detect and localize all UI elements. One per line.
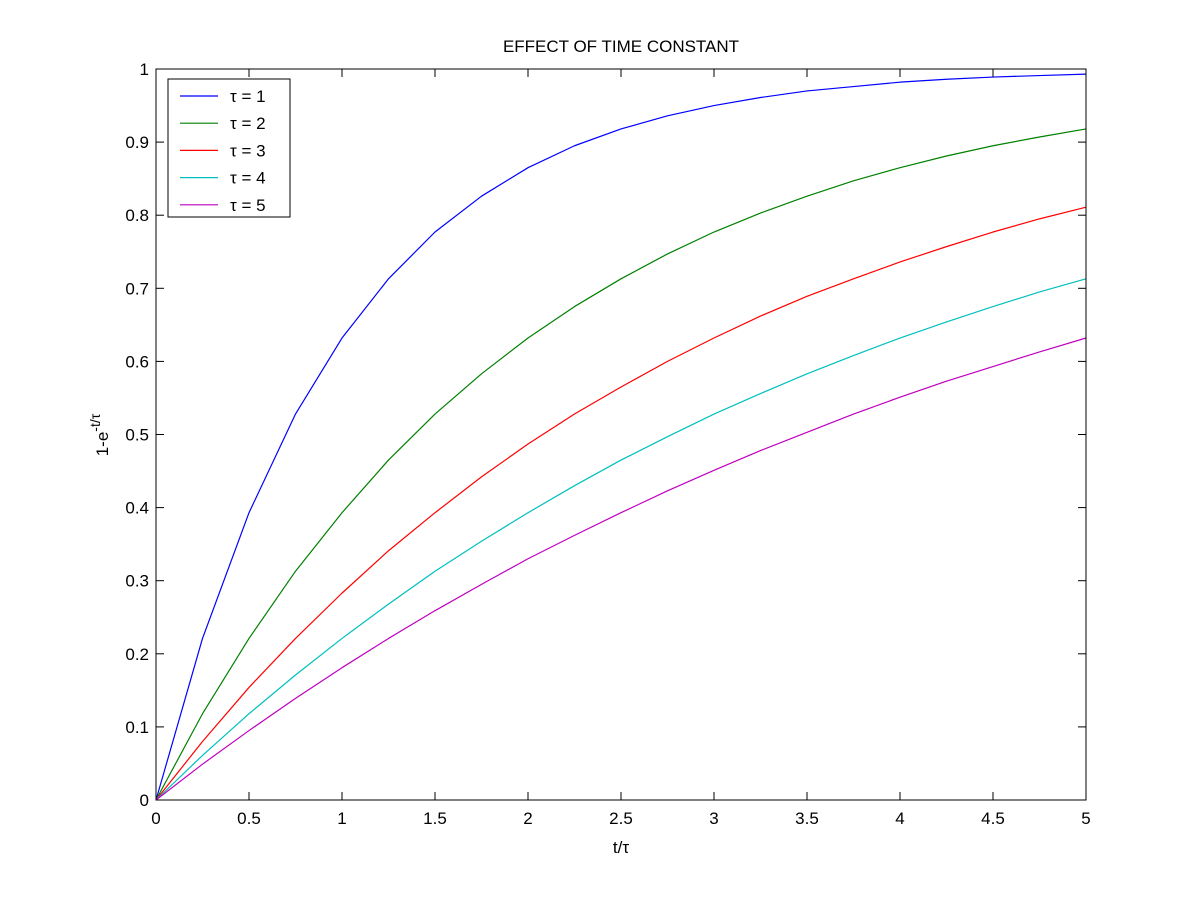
legend-label-2: τ = 2 xyxy=(230,114,266,133)
series-line-5 xyxy=(155,337,1087,801)
y-tick-label: 1 xyxy=(140,60,149,79)
y-tick-label: 0.4 xyxy=(125,499,149,518)
y-tick-label: 0.1 xyxy=(125,718,149,737)
x-tick-label: 2 xyxy=(523,809,532,828)
y-tick-label: 0.9 xyxy=(125,133,149,152)
plot-lines xyxy=(155,73,1087,801)
x-tick-label: 4.5 xyxy=(981,809,1005,828)
plot-frame xyxy=(155,68,1087,801)
y-tick-label: 0.3 xyxy=(125,572,149,591)
y-tick-label: 0.7 xyxy=(125,279,149,298)
legend-label-5: τ = 5 xyxy=(230,196,266,215)
y-axis-label-base: 1-e xyxy=(93,432,112,457)
x-tick-label: 3 xyxy=(709,809,718,828)
legend-label-4: τ = 4 xyxy=(230,169,266,188)
legend-items: τ = 1 τ = 2 τ = 3 τ = 4 τ = 5 xyxy=(180,87,266,215)
x-tick-label: 4 xyxy=(895,809,904,828)
y-tick-label: 0.8 xyxy=(125,206,149,225)
x-axis-label: t/τ xyxy=(613,838,629,857)
series-line-2 xyxy=(155,128,1087,801)
y-tick-label: 0 xyxy=(140,791,149,810)
y-tick-label: 0.6 xyxy=(125,352,149,371)
x-tick-label: 2.5 xyxy=(609,809,633,828)
series-line-1 xyxy=(155,73,1087,801)
x-tick-label: 0 xyxy=(151,809,160,828)
x-tick-label: 3.5 xyxy=(795,809,819,828)
axis-ticks xyxy=(155,68,1087,801)
y-tick-label: 0.5 xyxy=(125,426,149,445)
series-line-3 xyxy=(155,206,1087,801)
legend: τ = 1 τ = 2 τ = 3 τ = 4 τ = 5 xyxy=(167,78,291,218)
x-tick-label: 1.5 xyxy=(423,809,447,828)
legend-box xyxy=(167,78,291,218)
y-axis-label-superscript: -t/τ xyxy=(87,413,103,431)
x-tick-label: 5 xyxy=(1081,809,1090,828)
x-tick-labels: 0 0.5 1 1.5 2 2.5 3 3.5 4 4.5 5 xyxy=(151,809,1090,828)
series-line-4 xyxy=(155,278,1087,801)
chart-title: EFFECT OF TIME CONSTANT xyxy=(503,37,739,56)
legend-label-3: τ = 3 xyxy=(230,141,266,160)
x-tick-label: 1 xyxy=(337,809,346,828)
y-tick-label: 0.2 xyxy=(125,645,149,664)
y-tick-labels: 0 0.1 0.2 0.3 0.4 0.5 0.6 0.7 0.8 0.9 1 xyxy=(125,60,149,810)
legend-label-1: τ = 1 xyxy=(230,87,266,106)
y-axis-label: 1-e-t/τ xyxy=(87,413,112,456)
x-tick-label: 0.5 xyxy=(237,809,261,828)
